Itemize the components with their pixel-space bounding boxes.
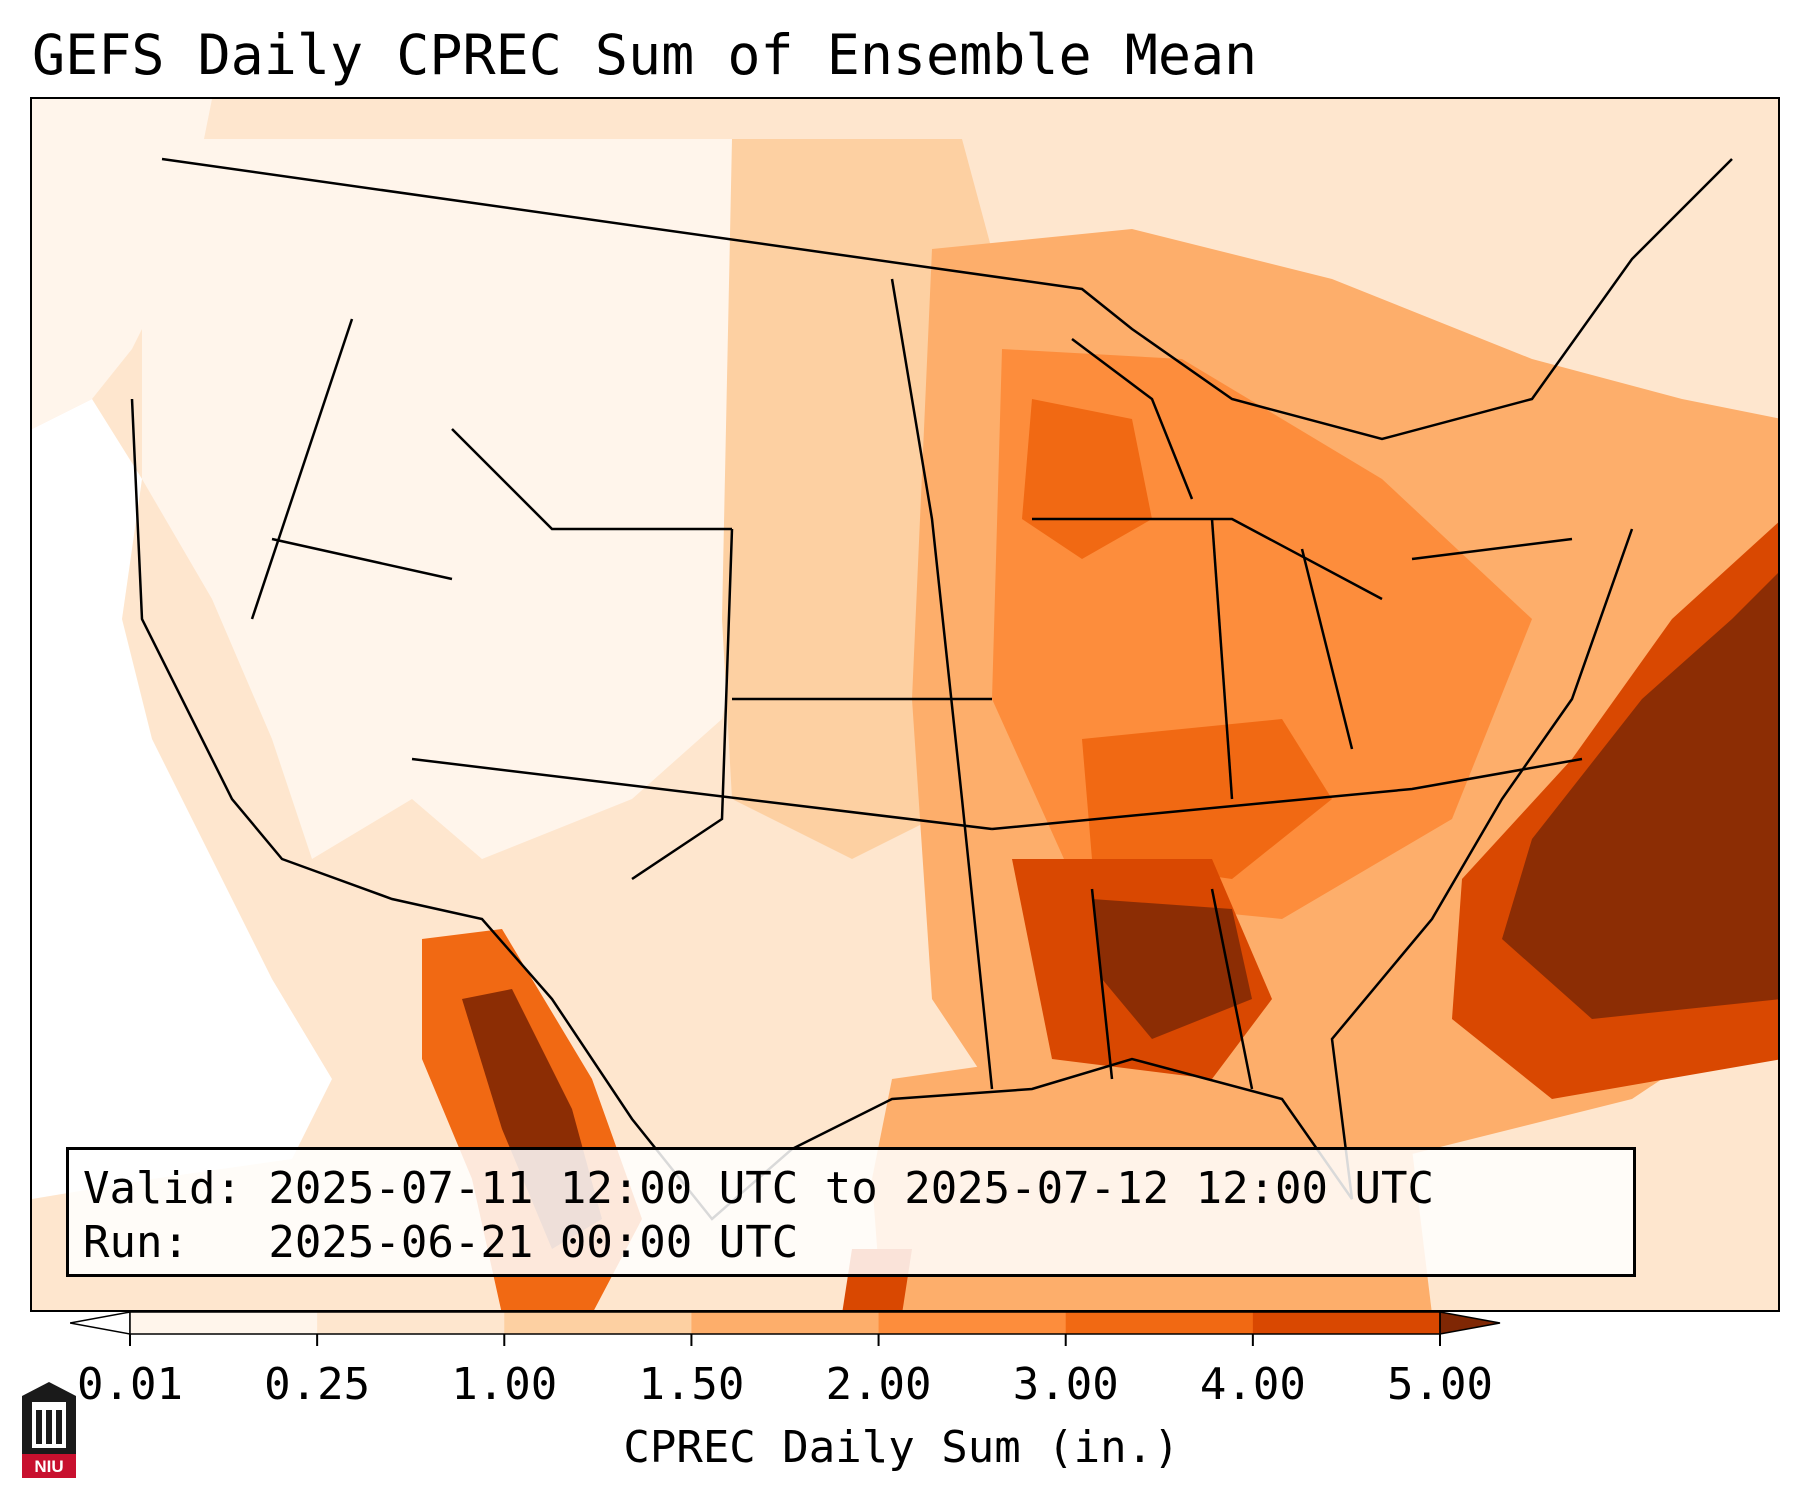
colorbar-frame	[129, 1311, 1441, 1335]
valid-time-text: Valid: 2025-07-11 12:00 UTC to 2025-07-1…	[83, 1163, 1435, 1214]
university-logo-icon: NIU	[22, 1382, 76, 1478]
colorbar-tick-label: 1.50	[638, 1359, 745, 1410]
precipitation-map	[30, 97, 1780, 1312]
colorbar-label: CPREC Daily Sum (in.)	[623, 1422, 1180, 1473]
colorbar-segment	[878, 1312, 1067, 1334]
colorbar-under-extension	[70, 1311, 131, 1335]
colorbar-segments	[70, 1311, 1501, 1335]
colorbar-segment	[504, 1312, 692, 1334]
colorbar-segment	[1065, 1312, 1254, 1334]
colorbar-tick-label: 3.00	[1012, 1359, 1119, 1410]
precipitation-map-canvas	[32, 99, 1778, 1310]
colorbar-tick-label: 0.25	[264, 1359, 371, 1410]
colorbar-tick-label: 4.00	[1199, 1359, 1306, 1410]
colorbar	[70, 1311, 1501, 1346]
colorbar-segment	[1252, 1312, 1441, 1334]
colorbar-segment	[317, 1312, 505, 1334]
logo-text: NIU	[34, 1457, 63, 1476]
colorbar-ticks	[129, 1334, 1441, 1346]
run-time-text: Run: 2025-06-21 00:00 UTC	[83, 1217, 799, 1268]
colorbar-tick-label: 0.01	[77, 1359, 183, 1410]
valid-run-info-box: Valid: 2025-07-11 12:00 UTC to 2025-07-1…	[66, 1147, 1636, 1277]
colorbar-tick-label: 1.00	[451, 1359, 558, 1410]
colorbar-segment	[691, 1312, 880, 1334]
colorbar-tick-label: 5.00	[1387, 1359, 1493, 1410]
colorbar-over-extension	[1439, 1311, 1501, 1335]
colorbar-tick-label: 2.00	[825, 1359, 932, 1410]
map-title: GEFS Daily CPREC Sum of Ensemble Mean	[32, 23, 1258, 87]
colorbar-segment	[130, 1312, 318, 1334]
